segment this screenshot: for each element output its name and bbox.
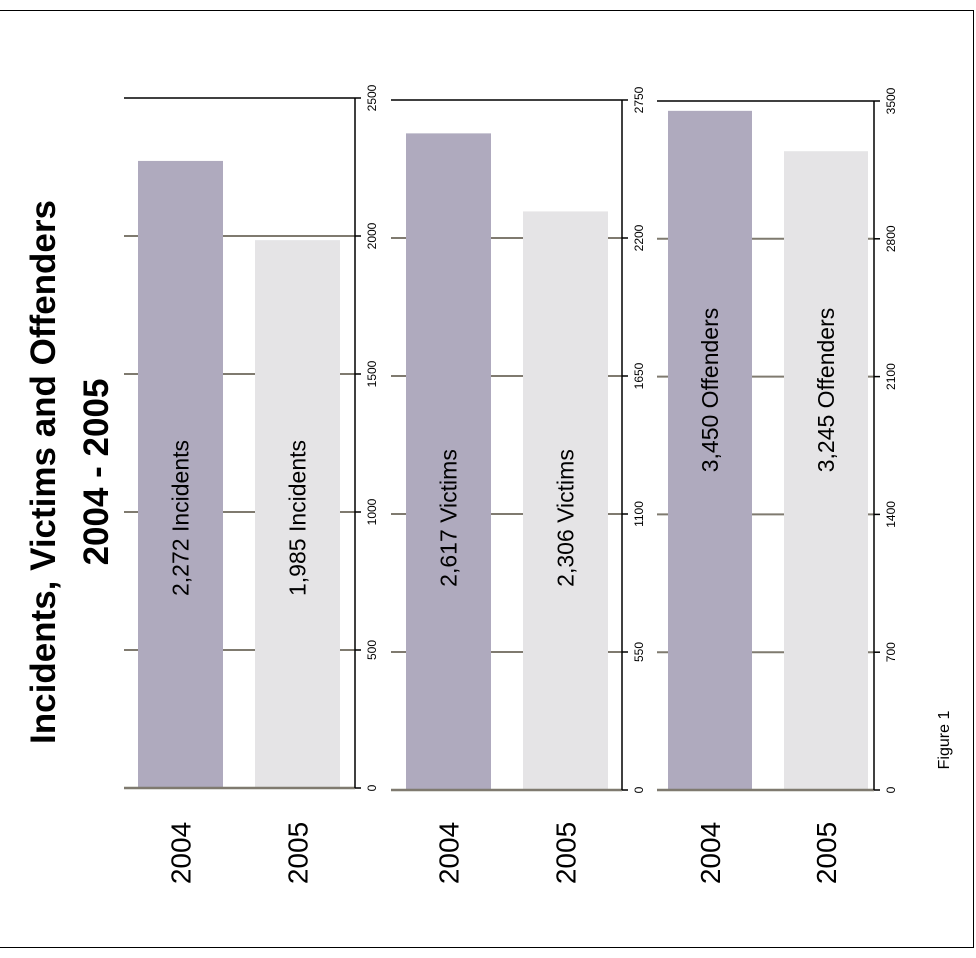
bar-label: 2,306 Victims	[553, 449, 579, 587]
tick-label: 550	[632, 642, 646, 662]
tick-label: 1500	[365, 360, 379, 387]
bar-2004	[406, 133, 491, 790]
tick-label: 2800	[884, 225, 898, 252]
tick-label: 2000	[365, 222, 379, 249]
tick-label: 1100	[632, 501, 646, 527]
bar-2004	[138, 160, 223, 789]
tick-label: 1000	[365, 498, 379, 525]
tick-label: 700	[884, 642, 898, 662]
tick-label: 2750	[632, 86, 646, 113]
tick-label: 1400	[884, 501, 898, 528]
category-label: 2004	[695, 822, 726, 884]
category-label: 2005	[283, 822, 314, 884]
tick-label: 0	[632, 786, 646, 793]
bar-2005	[784, 151, 868, 790]
tick-label: 3500	[884, 87, 898, 114]
panel-2: 2,617 Victims 2004 2,306 Victims 2005 0 550 11…	[391, 86, 646, 884]
figure-caption: Figure 1	[936, 711, 953, 770]
bar-label: 3,245 Offenders	[813, 308, 839, 473]
category-label: 2005	[811, 822, 842, 884]
tick-label: 2200	[632, 224, 646, 251]
tick-label: 1650	[632, 362, 646, 389]
chart-title: Incidents, Victims and Offenders	[24, 200, 63, 744]
tick-label: 0	[884, 786, 898, 793]
panels: 2,272 Incidents 2004 1,985 Incidents 2005 0 5…	[124, 84, 898, 884]
chart-subtitle: 2004 - 2005	[77, 379, 116, 566]
bar-2004	[668, 110, 752, 791]
bar-label: 2,617 Victims	[436, 449, 462, 587]
panel-1: 2,272 Incidents 2004 1,985 Incidents 2005 0 5…	[124, 84, 379, 884]
tick-label: 2100	[884, 363, 898, 390]
tick-label: 2500	[365, 84, 379, 111]
bar-label: 3,450 Offenders	[697, 308, 723, 473]
bar-2005	[255, 240, 340, 788]
figure-frame	[0, 10, 974, 948]
bar-2005	[523, 211, 608, 791]
chart-title-group: Incidents, Victims and Offenders 2004 - …	[24, 200, 116, 744]
tick-label: 0	[365, 784, 379, 791]
bar-label: 1,985 Incidents	[285, 440, 311, 596]
category-label: 2004	[434, 822, 465, 884]
panel-3: 3,450 Offenders 2004 3,245 Offenders 2005 0 7…	[657, 87, 898, 884]
bar-label: 2,272 Incidents	[168, 440, 194, 596]
tick-label: 500	[365, 640, 379, 660]
category-label: 2004	[166, 822, 197, 884]
category-label: 2005	[551, 822, 582, 884]
